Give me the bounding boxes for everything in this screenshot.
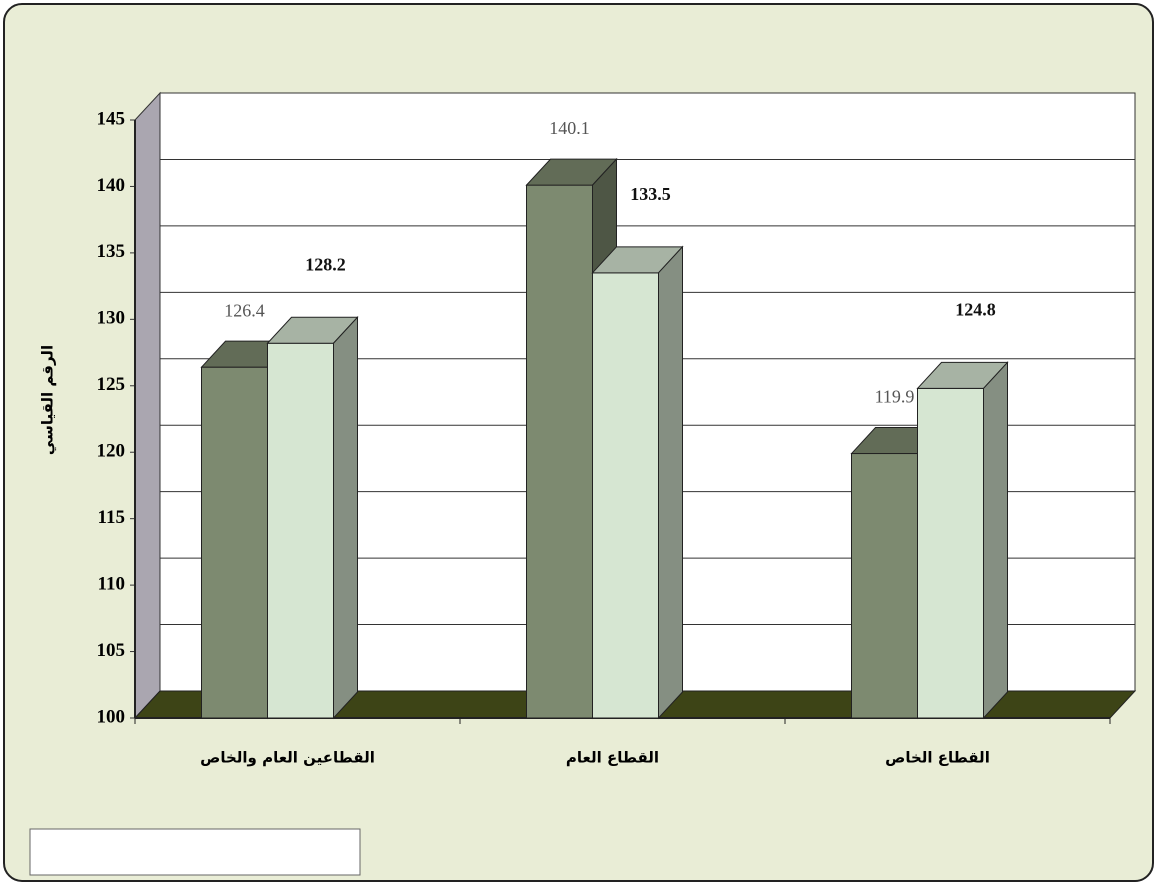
x-tick-label: القطاع الخاص [885,749,990,767]
data-label: 128.2 [305,254,346,274]
y-tick-label: 110 [98,573,125,594]
x-tick-label: القطاعين العام والخاص [200,749,375,767]
bar-front [592,272,659,719]
y-tick-label: 135 [97,241,126,262]
legend [29,828,361,876]
bar [591,245,684,720]
y-axis-label: الرقم القياسي [39,345,57,455]
side-wall [134,91,161,720]
y-tick-label: 115 [98,507,125,528]
x-tick-label: القطاع العام [566,749,659,767]
data-label: 119.9 [875,387,915,407]
bar-front [917,387,984,719]
y-tick-label: 105 [97,640,126,661]
bar-side [333,315,358,720]
y-tick-label: 125 [97,374,126,395]
data-label: 133.5 [630,184,671,204]
bar [916,361,1009,720]
y-tick-label: 130 [97,308,126,329]
bar-side [983,361,1008,720]
bar-front [201,366,268,719]
y-tick-label: 120 [97,441,126,462]
bar-front [526,184,593,719]
data-label: 126.4 [224,300,265,320]
y-tick-label: 145 [97,108,126,129]
data-label: 124.8 [955,300,996,320]
data-label: 140.1 [549,118,590,138]
y-tick-label: 100 [97,706,126,727]
bar-side [658,245,683,720]
bar [266,315,359,720]
y-tick-label: 140 [97,175,126,196]
bar-front [851,453,918,719]
bar-front [267,342,334,719]
